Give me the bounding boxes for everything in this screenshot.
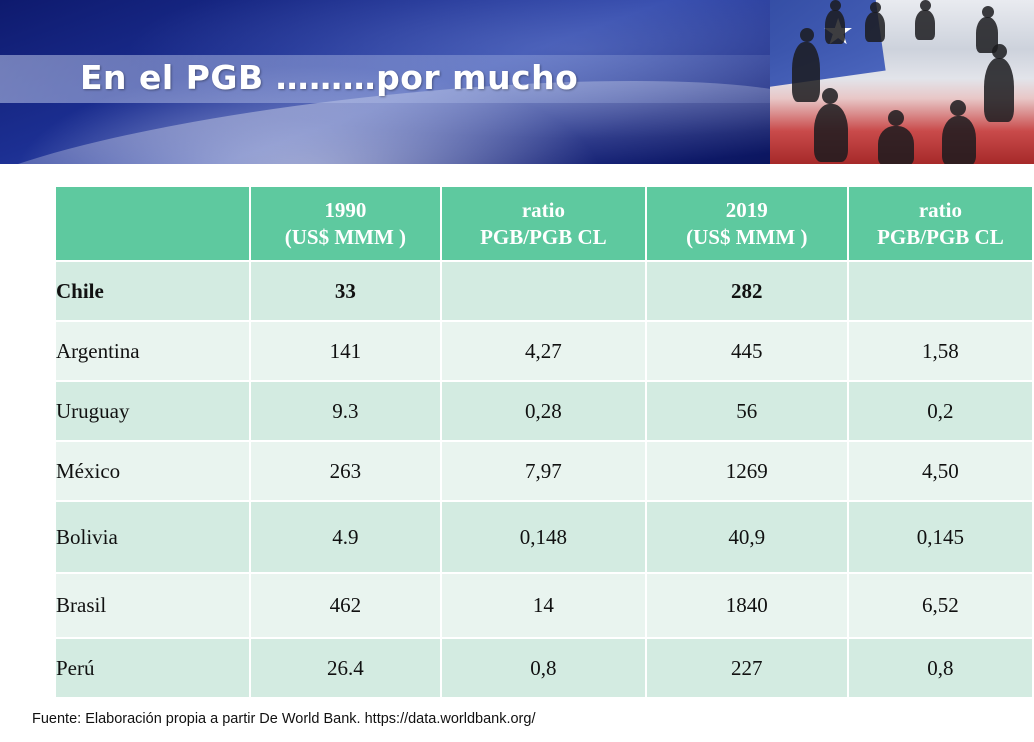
title-strip (0, 55, 770, 103)
cell-country: Perú (54, 637, 251, 699)
cell-gdp-1990: 4.9 (248, 500, 443, 574)
header-cell-ratio-1990: ratio PGB/PGB CL (440, 185, 647, 262)
table-row: Uruguay 9.3 0,28 56 0,2 (54, 380, 1034, 442)
cell-country: Uruguay (54, 380, 251, 442)
source-footnote: Fuente: Elaboración propia a partir De W… (32, 711, 536, 727)
cell-ratio-1990: 7,97 (440, 440, 647, 502)
header-cell-ratio-2019: ratio PGB/PGB CL (846, 185, 1034, 262)
cell-gdp-2019: 40,9 (644, 500, 849, 574)
table-row: Bolivia 4.9 0,148 40,9 0,145 (54, 500, 1034, 574)
header-line: (US$ MMM ) (686, 224, 808, 249)
cell-gdp-2019: 282 (644, 260, 849, 322)
table-row: México 263 7,97 1269 4,50 (54, 440, 1034, 502)
person-silhouette (984, 58, 1014, 122)
cell-gdp-1990: 26.4 (248, 637, 443, 699)
person-silhouette (920, 0, 931, 11)
header-cell-gdp-2019: 2019 (US$ MMM ) (644, 185, 849, 262)
table-row: Argentina 141 4,27 445 1,58 (54, 320, 1034, 382)
table-header-row: 1990 (US$ MMM ) ratio PGB/PGB CL 2019 (U… (54, 185, 1034, 262)
cell-country: México (54, 440, 251, 502)
person-silhouette (976, 17, 998, 53)
header-line: (US$ MMM ) (284, 224, 407, 249)
cell-ratio-2019: 6,52 (846, 572, 1034, 639)
cell-ratio-2019: 0,8 (846, 637, 1034, 699)
person-silhouette (830, 0, 841, 11)
table-row: Perú 26.4 0,8 227 0,8 (54, 637, 1034, 699)
cell-ratio-2019: 4,50 (846, 440, 1034, 502)
cell-gdp-1990: 462 (248, 572, 443, 639)
cell-gdp-2019: 1269 (644, 440, 849, 502)
cell-ratio-1990: 4,27 (440, 320, 647, 382)
header-line: PGB/PGB CL (480, 224, 607, 249)
header-photo: ★ (770, 0, 1034, 164)
cell-ratio-1990: 0,148 (440, 500, 647, 574)
cell-gdp-2019: 445 (644, 320, 849, 382)
cell-ratio-2019: 0,2 (846, 380, 1034, 442)
person-silhouette (792, 42, 820, 102)
person-silhouette (982, 6, 994, 18)
person-silhouette (878, 126, 914, 164)
cell-ratio-2019 (846, 260, 1034, 322)
page-title: En el PGB ………por mucho (80, 58, 579, 97)
header-line: 1990 (324, 197, 367, 222)
cell-ratio-2019: 0,145 (846, 500, 1034, 574)
header-cell-gdp-1990: 1990 (US$ MMM ) (248, 185, 443, 262)
header-line: PGB/PGB CL (877, 224, 1004, 249)
table-row: Brasil 462 14 1840 6,52 (54, 572, 1034, 639)
cell-country: Chile (54, 260, 251, 322)
person-silhouette (800, 28, 814, 42)
cell-ratio-1990: 14 (440, 572, 647, 639)
cell-gdp-1990: 33 (248, 260, 443, 322)
header-line: ratio (918, 197, 962, 222)
cell-ratio-2019: 1,58 (846, 320, 1034, 382)
cell-gdp-2019: 1840 (644, 572, 849, 639)
cell-gdp-1990: 141 (248, 320, 443, 382)
header-line: ratio (521, 197, 565, 222)
person-silhouette (950, 100, 966, 116)
person-silhouette (865, 12, 885, 42)
title-banner: En el PGB ………por mucho (0, 0, 770, 164)
cell-gdp-1990: 263 (248, 440, 443, 502)
cell-country: Bolivia (54, 500, 251, 574)
person-silhouette (825, 10, 845, 44)
person-silhouette (814, 104, 848, 162)
table-row: Chile 33 282 (54, 260, 1034, 322)
cell-ratio-1990: 0,8 (440, 637, 647, 699)
cell-gdp-2019: 56 (644, 380, 849, 442)
cell-gdp-1990: 9.3 (248, 380, 443, 442)
person-silhouette (888, 110, 904, 126)
cell-ratio-1990: 0,28 (440, 380, 647, 442)
header-cell-country (54, 185, 251, 262)
cell-ratio-1990 (440, 260, 647, 322)
person-silhouette (942, 116, 976, 164)
gdp-table: 1990 (US$ MMM ) ratio PGB/PGB CL 2019 (U… (54, 185, 1034, 699)
cell-country: Argentina (54, 320, 251, 382)
person-silhouette (915, 10, 935, 40)
person-silhouette (870, 2, 881, 13)
cell-country: Brasil (54, 572, 251, 639)
cell-gdp-2019: 227 (644, 637, 849, 699)
person-silhouette (822, 88, 838, 104)
header-line: 2019 (725, 197, 768, 222)
